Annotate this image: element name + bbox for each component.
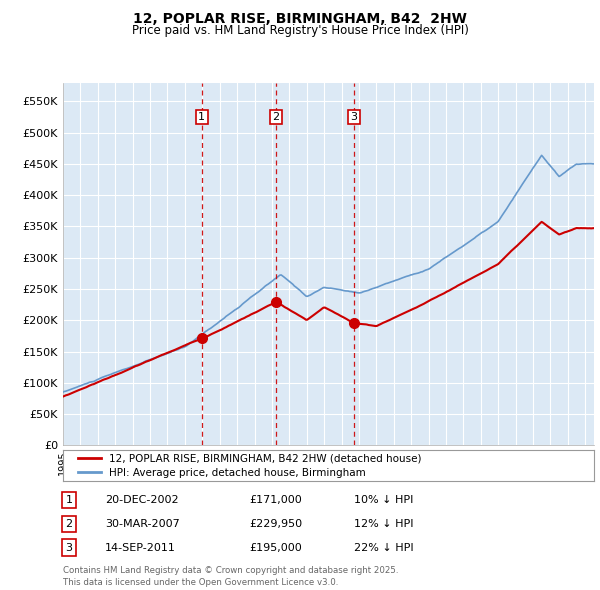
Text: 20-DEC-2002: 20-DEC-2002 (105, 496, 179, 505)
Text: 14-SEP-2011: 14-SEP-2011 (105, 543, 176, 552)
Text: 1: 1 (65, 496, 73, 505)
Text: 3: 3 (350, 112, 358, 122)
Text: 30-MAR-2007: 30-MAR-2007 (105, 519, 180, 529)
Text: 12% ↓ HPI: 12% ↓ HPI (354, 519, 413, 529)
Text: Price paid vs. HM Land Registry's House Price Index (HPI): Price paid vs. HM Land Registry's House … (131, 24, 469, 37)
Legend: 12, POPLAR RISE, BIRMINGHAM, B42 2HW (detached house), HPI: Average price, detac: 12, POPLAR RISE, BIRMINGHAM, B42 2HW (de… (74, 449, 425, 482)
Text: £195,000: £195,000 (249, 543, 302, 552)
Text: 2: 2 (272, 112, 280, 122)
Text: £171,000: £171,000 (249, 496, 302, 505)
Text: 10% ↓ HPI: 10% ↓ HPI (354, 496, 413, 505)
Text: 12, POPLAR RISE, BIRMINGHAM, B42  2HW: 12, POPLAR RISE, BIRMINGHAM, B42 2HW (133, 12, 467, 26)
Text: £229,950: £229,950 (249, 519, 302, 529)
Text: 22% ↓ HPI: 22% ↓ HPI (354, 543, 413, 552)
Text: 1: 1 (198, 112, 205, 122)
Text: 2: 2 (65, 519, 73, 529)
Text: Contains HM Land Registry data © Crown copyright and database right 2025.
This d: Contains HM Land Registry data © Crown c… (63, 566, 398, 587)
Text: 3: 3 (65, 543, 73, 552)
